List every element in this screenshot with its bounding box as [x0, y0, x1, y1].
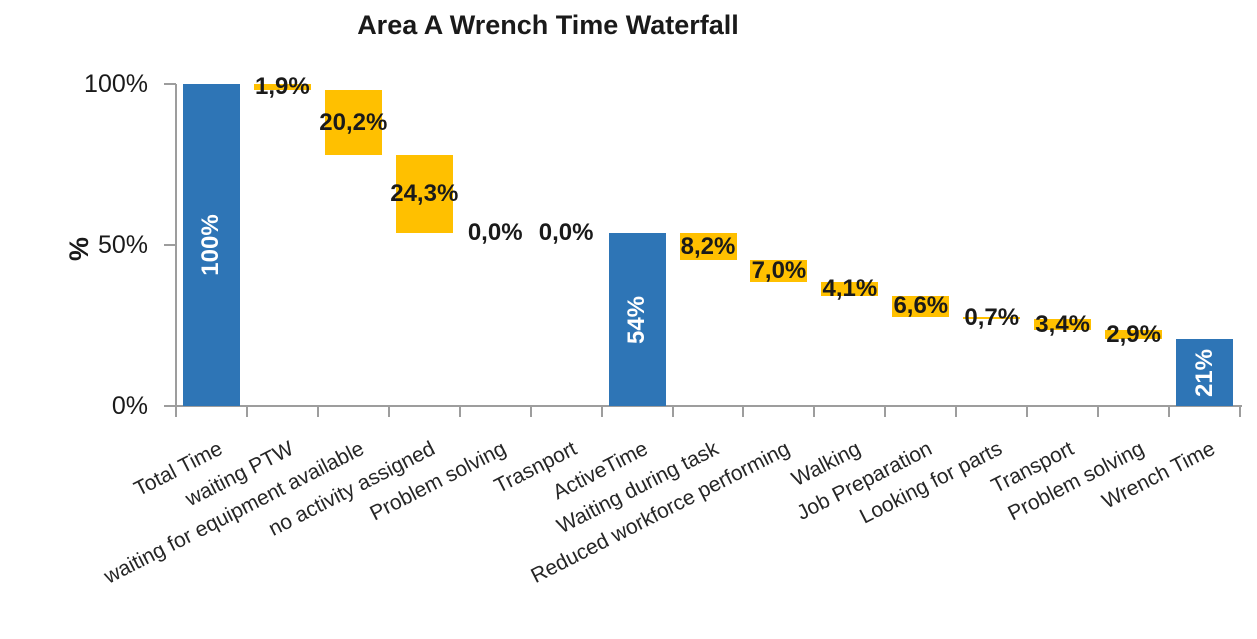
total-bar-value-label: 21% [1190, 348, 1218, 397]
delta-bar [1105, 330, 1163, 340]
x-axis-tick [529, 406, 532, 417]
x-axis-tick [1168, 406, 1171, 417]
total-bar [608, 233, 666, 406]
delta-bar [892, 295, 950, 317]
x-axis-tick [1097, 406, 1100, 417]
y-axis-tick [164, 405, 176, 407]
x-axis-tick [742, 406, 745, 417]
x-axis-tick [955, 406, 958, 417]
y-axis-tick [164, 244, 176, 246]
delta-bar [1034, 319, 1092, 330]
x-axis-tick [175, 406, 177, 417]
delta-bar-value-label: 7,0% [751, 257, 807, 285]
delta-bar-value-label: 3,4% [1035, 310, 1090, 338]
delta-bar-value-label: 24,3% [390, 180, 459, 208]
x-axis-tick [245, 406, 248, 417]
delta-bar-value-label: 6,6% [893, 292, 949, 320]
total-bar [182, 84, 240, 406]
delta-bar [963, 316, 1021, 320]
y-axis-tick-label: 50% [97, 231, 148, 259]
x-axis-tick [316, 406, 319, 417]
x-axis-tick [458, 406, 461, 417]
delta-bar-value-label: 4,1% [822, 274, 878, 302]
y-axis-tick-label: 100% [84, 70, 148, 98]
y-axis-line [175, 84, 177, 417]
x-axis-tick [884, 406, 887, 417]
x-axis-tick [1239, 406, 1241, 417]
delta-bar [750, 259, 808, 283]
delta-bar-value-label: 8,2% [680, 232, 736, 260]
x-axis-tick [1026, 406, 1029, 417]
total-bar-value-label: 54% [623, 295, 651, 344]
chart-title: Area A Wrench Time Waterfall [357, 10, 739, 40]
y-axis-tick-label: 0% [111, 392, 148, 420]
delta-bar-value-label: 1,9% [255, 73, 310, 101]
x-axis-tick [671, 406, 674, 417]
delta-bar-value-label: 0,0% [467, 219, 523, 247]
x-axis-line [175, 405, 1242, 407]
delta-bar [324, 90, 382, 156]
x-axis-tick [387, 406, 390, 417]
total-bar-value-label: 100% [197, 214, 225, 276]
delta-bar [821, 282, 879, 296]
delta-bar-value-label: 20,2% [319, 108, 388, 136]
x-axis-tick [813, 406, 816, 417]
delta-bar-value-label: 2,9% [1106, 320, 1161, 348]
y-axis-tick [164, 83, 176, 85]
total-bar [1176, 339, 1234, 406]
delta-bar [253, 84, 311, 91]
x-axis-tick [600, 406, 603, 417]
delta-bar-value-label: 0,7% [964, 303, 1020, 331]
delta-bar-value-label: 0,0% [538, 219, 594, 247]
delta-bar [679, 233, 737, 260]
delta-bar [395, 155, 453, 234]
